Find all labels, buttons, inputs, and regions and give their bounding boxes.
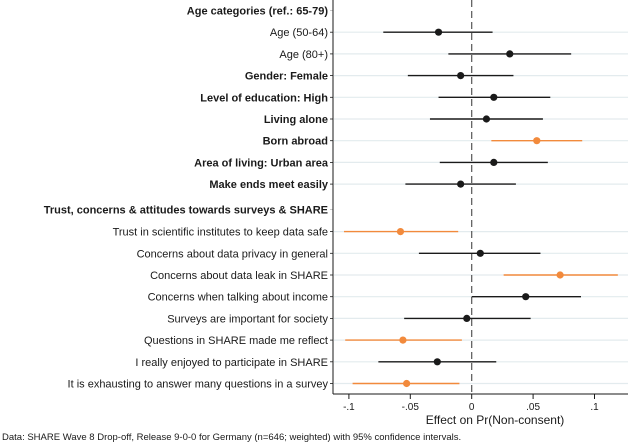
coef-row: Age (50-64) <box>270 27 493 39</box>
coef-row: Concerns about data leak in SHARE <box>150 270 618 282</box>
coef-row: Concerns when talking about income <box>148 292 581 304</box>
point-estimate <box>506 50 514 58</box>
point-estimate <box>433 358 441 366</box>
point-estimate <box>490 158 498 166</box>
row-label: Questions in SHARE made me reflect <box>144 335 328 347</box>
point-estimate <box>463 314 471 322</box>
x-axis-title: Effect on Pr(Non-consent) <box>426 413 565 427</box>
point-estimate <box>556 271 564 279</box>
row-label: It is exhausting to answer many question… <box>68 379 329 391</box>
row-label: Living alone <box>264 114 328 126</box>
point-estimate <box>490 93 498 101</box>
row-label: Concerns about data leak in SHARE <box>150 270 328 282</box>
data-source-note: Data: SHARE Wave 8 Drop-off, Release 9-0… <box>2 432 462 443</box>
x-tick-label: -.05 <box>402 402 420 413</box>
row-header: Trust, concerns & attitudes towards surv… <box>44 205 333 217</box>
row-label: Concerns when talking about income <box>148 292 328 304</box>
point-estimate <box>482 115 491 123</box>
point-estimate <box>396 228 405 236</box>
point-estimate <box>403 379 411 388</box>
coef-row: Area of living: Urban area <box>194 157 548 169</box>
row-label: Born abroad <box>263 136 328 148</box>
row-header: Age categories (ref.: 65-79) <box>187 6 333 18</box>
coef-row: Trust in scientific institutes to keep d… <box>113 227 459 239</box>
point-estimate <box>476 249 484 257</box>
coef-row: Level of education: High <box>200 92 551 104</box>
point-estimate <box>434 28 443 36</box>
coef-row: Make ends meet easily <box>209 179 516 191</box>
row-label: Make ends meet easily <box>209 179 329 191</box>
coef-row: Surveys are important for society <box>167 313 531 325</box>
row-label: Area of living: Urban area <box>194 157 329 169</box>
x-tick-label: .1 <box>590 402 599 413</box>
row-label: Age (80+) <box>279 49 328 61</box>
row-label: Concerns about data privacy in general <box>137 248 328 260</box>
coef-row: Concerns about data privacy in general <box>137 248 541 260</box>
point-estimate <box>399 336 407 344</box>
coef-row: Gender: Female <box>245 71 514 83</box>
row-label: Surveys are important for society <box>167 313 328 325</box>
point-estimate <box>533 137 541 145</box>
row-label: Level of education: High <box>200 92 328 104</box>
coef-row: I really enjoyed to participate in SHARE <box>135 357 497 369</box>
x-tick-label: -.1 <box>343 402 355 413</box>
row-label: Age (50-64) <box>270 27 328 39</box>
rows: Age categories (ref.: 65-79) Age (50-64) A… <box>44 6 618 391</box>
coef-row: It is exhausting to answer many question… <box>68 379 460 391</box>
row-label: Trust in scientific institutes to keep d… <box>113 227 328 239</box>
row-label: I really enjoyed to participate in SHARE <box>135 357 328 369</box>
coef-row: Born abroad <box>263 136 583 148</box>
gridlines <box>334 31 628 385</box>
point-estimate <box>457 72 465 80</box>
point-estimate <box>457 180 465 188</box>
coef-row: Age (80+) <box>279 49 572 61</box>
coef-row: Questions in SHARE made me reflect <box>144 335 462 347</box>
coef-row: Living alone <box>264 114 543 126</box>
x-tick-label: 0 <box>469 402 475 413</box>
x-tick-label: .05 <box>526 402 540 413</box>
group-header-label: Trust, concerns & attitudes towards surv… <box>44 205 328 217</box>
coefficient-plot: Age categories (ref.: 65-79) Age (50-64) A… <box>44 0 628 427</box>
x-ticks: -.1 -.05 0 .05 .1 <box>343 394 599 413</box>
group-header-label: Age categories (ref.: 65-79) <box>187 6 329 18</box>
point-estimate <box>522 293 530 301</box>
row-label: Gender: Female <box>245 71 328 83</box>
